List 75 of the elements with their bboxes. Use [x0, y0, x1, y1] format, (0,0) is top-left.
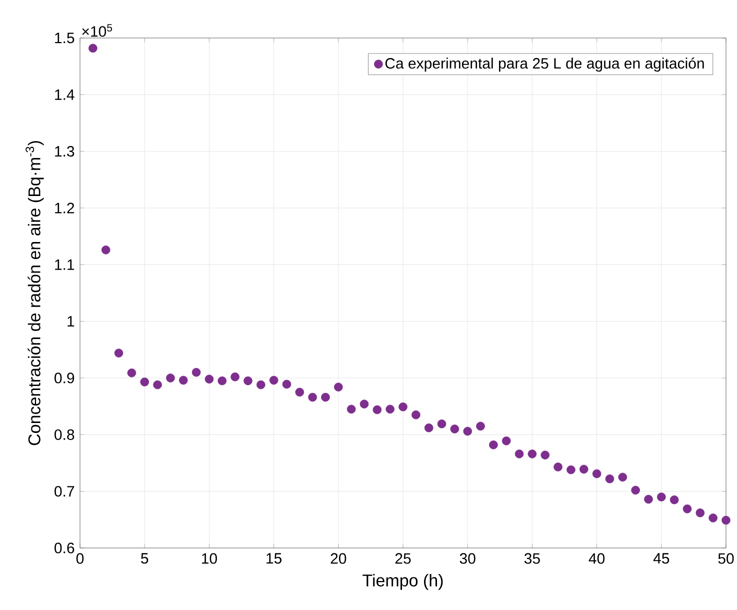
point — [540, 450, 550, 460]
point — [618, 472, 628, 482]
point — [682, 504, 692, 514]
point — [192, 368, 201, 377]
point — [127, 368, 136, 378]
text: ×10$^{5}$ — [82, 24, 112, 37]
point — [437, 419, 446, 428]
x-tick-label: 5 — [141, 553, 148, 564]
point — [579, 464, 588, 474]
point — [334, 382, 343, 392]
point — [450, 424, 460, 434]
point — [476, 422, 485, 431]
point — [412, 410, 420, 420]
y-tick-label: 0.9 — [54, 372, 74, 384]
point — [218, 376, 227, 386]
point — [424, 423, 434, 432]
point — [566, 465, 576, 474]
point — [140, 378, 150, 386]
point — [153, 380, 162, 390]
y-axis-title: Concentración de radón en aire (Bq·m$^{-3}$) — [26, 141, 44, 446]
point — [722, 516, 730, 525]
x-tick-label: 10 — [202, 553, 217, 564]
y-tick-label: 0.8 — [54, 429, 74, 440]
point — [256, 380, 266, 390]
point — [696, 508, 705, 518]
point — [592, 469, 602, 478]
y-tick-label: 1 — [68, 316, 74, 326]
point — [489, 440, 498, 450]
x-tick-label: 25 — [395, 553, 411, 564]
x-tick-label: 0 — [76, 553, 84, 564]
x-tick-label: 35 — [524, 553, 540, 564]
point — [605, 474, 614, 484]
x-tick-label: 45 — [653, 553, 670, 564]
x-tick-label: 40 — [588, 553, 605, 564]
point — [708, 514, 718, 522]
point — [88, 44, 98, 53]
y-tick-label: 0.7 — [54, 486, 74, 497]
y-tick-label: 1.1 — [55, 259, 74, 270]
point — [204, 374, 214, 384]
point — [670, 495, 679, 504]
point — [644, 494, 653, 504]
point — [295, 388, 304, 397]
point — [528, 450, 537, 458]
point — [308, 392, 317, 402]
y-tick-label: 1.3 — [55, 146, 74, 157]
point — [321, 392, 330, 402]
point — [656, 492, 666, 502]
point — [398, 402, 408, 412]
point — [230, 372, 240, 382]
point — [178, 376, 188, 385]
point — [514, 450, 524, 458]
point — [386, 404, 394, 414]
x-tick-label: 20 — [330, 553, 346, 564]
point — [269, 376, 278, 385]
point — [114, 348, 124, 358]
x-tick-label: 15 — [266, 553, 282, 564]
point — [244, 376, 252, 386]
point — [554, 462, 562, 472]
point — [101, 246, 110, 254]
point — [360, 400, 369, 408]
legend-label: Ca experimental para 25 L de agua en agitación — [385, 57, 704, 72]
point — [166, 374, 175, 382]
point — [502, 436, 511, 446]
x-axis-title: Tiempo (h) — [362, 574, 443, 590]
y-tick-label: 1.4 — [55, 90, 74, 100]
x-tick-label: 30 — [460, 553, 476, 564]
point — [346, 404, 356, 414]
x-tick-label: 50 — [718, 553, 734, 564]
y-tick-label: 0.6 — [54, 542, 74, 554]
y-tick-label: 1.2 — [55, 202, 74, 214]
y-tick-label: 1.5 — [55, 32, 74, 44]
point — [631, 486, 640, 495]
point — [372, 405, 382, 414]
point — [463, 426, 472, 436]
point — [282, 380, 292, 389]
